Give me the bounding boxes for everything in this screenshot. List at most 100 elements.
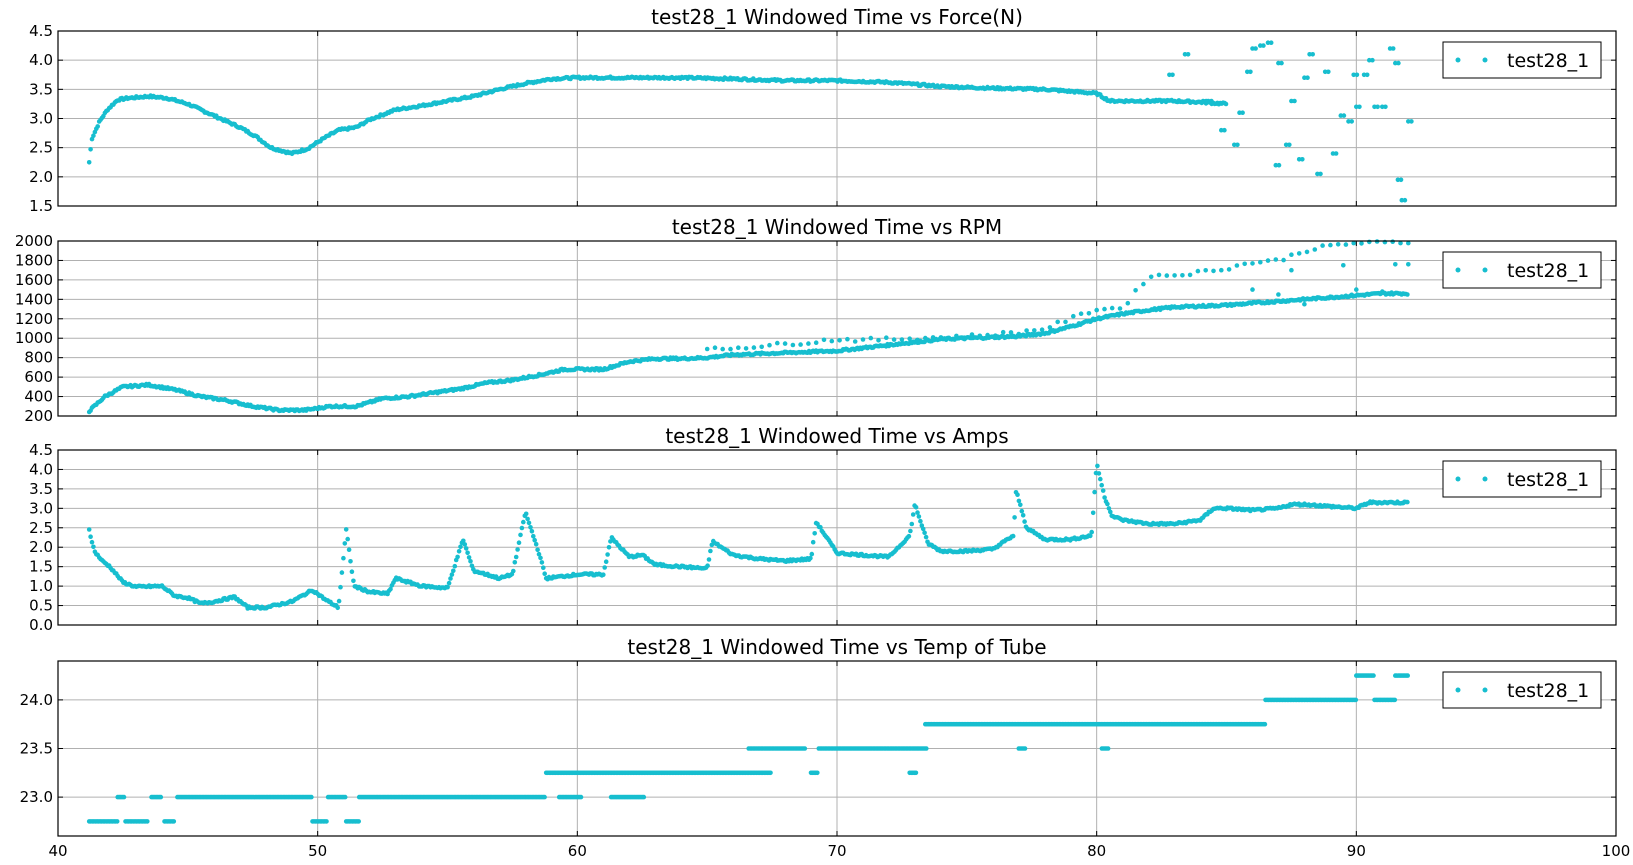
chart-title: test28_1 Windowed Time vs RPM (672, 215, 1002, 239)
data-point (345, 536, 351, 542)
data-point (1367, 239, 1372, 245)
data-point (1185, 52, 1191, 57)
data-point (465, 550, 470, 556)
data-point (1055, 319, 1060, 325)
data-point (446, 580, 452, 586)
y-tick-label: 4.5 (29, 22, 53, 40)
data-point (1187, 272, 1193, 278)
data-point (1405, 673, 1410, 678)
y-tick-label: 2.5 (29, 519, 53, 537)
data-point (907, 336, 912, 342)
data-point (782, 341, 788, 346)
data-point (1390, 239, 1395, 244)
data-point (1405, 292, 1410, 297)
data-point (513, 554, 519, 560)
data-point (448, 576, 453, 581)
y-tick-label: 1800 (15, 251, 53, 269)
data-point (821, 337, 827, 343)
y-tick-label: 24.0 (20, 691, 53, 709)
data-point (1108, 509, 1113, 515)
data-point (1390, 46, 1396, 51)
data-point (86, 160, 92, 165)
data-point (1305, 75, 1310, 80)
legend: test28_1 (1442, 460, 1602, 498)
data-point (1063, 319, 1068, 325)
data-point (526, 520, 532, 526)
data-point (578, 794, 584, 800)
data-point (818, 524, 823, 530)
data-point (466, 555, 472, 560)
data-point (1209, 98, 1214, 104)
data-point (1300, 157, 1305, 162)
data-point (899, 337, 905, 342)
data-point (1000, 329, 1006, 335)
legend-box (1442, 671, 1602, 709)
data-point (346, 547, 352, 552)
y-tick-label: 4.5 (29, 441, 53, 459)
data-point (339, 570, 345, 575)
data-point (1287, 142, 1292, 148)
legend-label: test28_1 (1507, 469, 1589, 491)
data-point (536, 551, 542, 557)
data-point (708, 548, 713, 554)
data-point (922, 530, 927, 535)
data-point (356, 819, 362, 824)
data-point (1098, 476, 1103, 482)
series-points (86, 40, 1414, 203)
data-point (767, 342, 772, 348)
y-tick-label: 2000 (15, 232, 53, 250)
data-point (923, 335, 928, 341)
data-point (324, 819, 329, 824)
data-point (920, 526, 926, 532)
data-point (1326, 69, 1331, 75)
data-point (349, 569, 355, 574)
data-point (601, 572, 606, 577)
data-point (915, 337, 920, 343)
legend-label: test28_1 (1507, 50, 1589, 72)
data-point (1010, 533, 1016, 539)
data-point (1406, 262, 1411, 267)
data-point (388, 586, 393, 592)
data-point (1341, 263, 1346, 268)
data-point (1032, 328, 1037, 333)
data-point (1094, 307, 1099, 313)
data-point (837, 338, 842, 343)
data-point (1102, 306, 1107, 312)
data-point (961, 335, 967, 341)
data-point (1020, 513, 1026, 518)
data-point (541, 565, 546, 570)
data-point (1024, 328, 1029, 333)
data-point (913, 770, 919, 776)
data-point (1141, 281, 1146, 287)
y-tick-label: 2.0 (29, 538, 53, 556)
data-point (1240, 110, 1245, 115)
data-point (114, 819, 120, 824)
data-point (906, 533, 912, 539)
data-point (1090, 510, 1096, 516)
data-point (1022, 519, 1027, 524)
x-tick-label: 60 (568, 842, 587, 860)
data-point (1250, 287, 1255, 292)
data-point (539, 560, 545, 565)
y-tick-label: 2.5 (29, 139, 53, 157)
data-point (808, 555, 813, 561)
data-point (1343, 242, 1349, 247)
data-point (1086, 311, 1092, 316)
data-point (538, 555, 543, 561)
data-point (1304, 249, 1310, 255)
y-tick-label: 600 (24, 368, 53, 386)
data-point (802, 746, 808, 751)
data-point (705, 563, 710, 568)
data-point (532, 537, 537, 543)
data-point (1396, 60, 1401, 66)
data-point (1109, 305, 1115, 311)
data-point (512, 560, 518, 565)
data-point (809, 551, 815, 557)
data-point (743, 346, 749, 351)
data-point (868, 335, 874, 341)
data-point (525, 516, 530, 522)
data-point (915, 510, 920, 515)
data-point (1092, 489, 1097, 495)
data-point (1180, 273, 1185, 278)
data-point (95, 124, 100, 129)
